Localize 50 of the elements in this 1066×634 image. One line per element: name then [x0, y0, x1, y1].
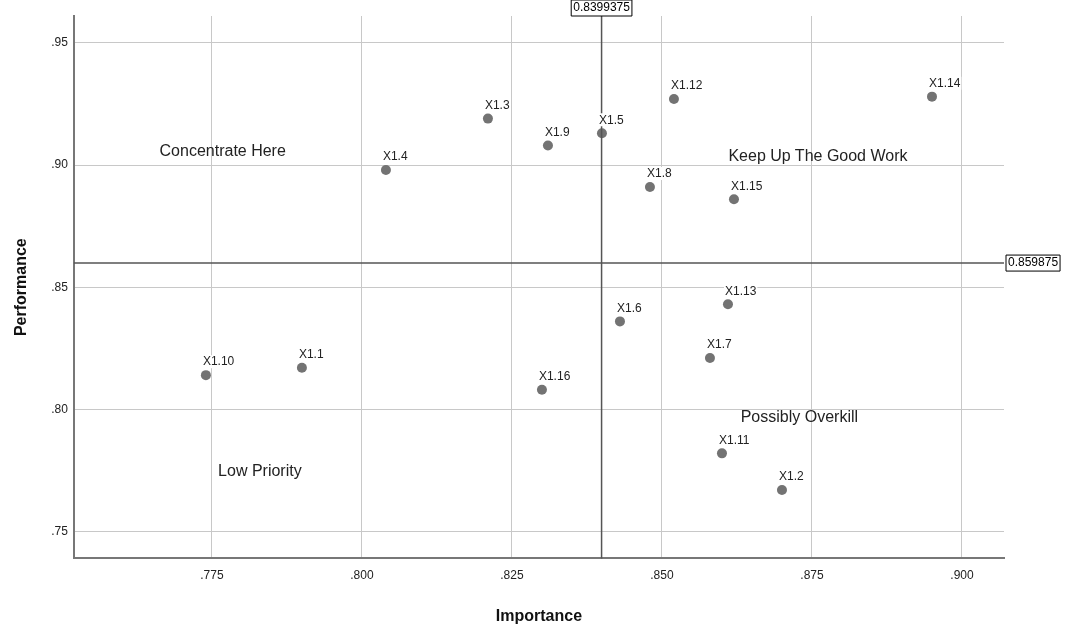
- point: [716, 448, 727, 459]
- point: [668, 94, 679, 105]
- annotation: X1.5: [598, 112, 624, 127]
- y-tick-label: .90: [51, 157, 69, 172]
- x-tick-label: .900: [950, 567, 974, 582]
- point: [728, 194, 739, 205]
- annotation: Possibly Overkill: [740, 407, 859, 425]
- point: [542, 140, 553, 151]
- x-axis-title: Importance: [495, 606, 583, 624]
- y-tick-label: .85: [51, 279, 69, 294]
- annotation: Low Priority: [218, 462, 302, 480]
- annotation: X1.3: [484, 97, 510, 112]
- annotation: X1.12: [670, 78, 703, 93]
- annotation: Keep Up The Good Work: [728, 147, 909, 165]
- y-tick-label: .95: [51, 35, 69, 50]
- point: [380, 164, 391, 175]
- ref-line-label: 0.8399375: [573, 0, 631, 15]
- x-tick-label: .825: [500, 567, 524, 582]
- annotation: X1.16: [538, 369, 571, 384]
- annotation: X1.8: [646, 166, 672, 181]
- y-tick-label: .75: [51, 523, 69, 538]
- point: [776, 484, 787, 495]
- point: [926, 91, 937, 102]
- point: [704, 353, 715, 364]
- annotation: X1.15: [730, 178, 763, 193]
- annotation: X1.7: [706, 337, 732, 352]
- point: [614, 316, 625, 327]
- annotation: X1.1: [298, 347, 324, 362]
- annotation: X1.11: [718, 432, 750, 447]
- point: [482, 113, 493, 124]
- point: [536, 384, 547, 395]
- point: [296, 362, 307, 373]
- annotation: X1.14: [928, 75, 961, 90]
- x-tick-label: .875: [800, 567, 824, 582]
- annotation: X1.2: [778, 469, 804, 484]
- x-tick-label: .850: [650, 567, 674, 582]
- x-tick-label: .775: [200, 567, 224, 582]
- point: [722, 299, 733, 310]
- annotation: X1.6: [616, 300, 642, 315]
- y-axis-title: Performance: [12, 238, 30, 337]
- ref-line-label: 0.859875: [1008, 255, 1059, 270]
- annotation: X1.13: [724, 283, 757, 298]
- annotation: X1.4: [382, 149, 408, 164]
- point: [644, 182, 655, 193]
- y-tick-label: .80: [51, 401, 69, 416]
- annotation: X1.9: [544, 124, 570, 139]
- annotation: Concentrate Here: [159, 142, 286, 160]
- x-tick-label: .800: [350, 567, 374, 582]
- annotation: X1.10: [202, 354, 235, 369]
- point: [200, 370, 211, 381]
